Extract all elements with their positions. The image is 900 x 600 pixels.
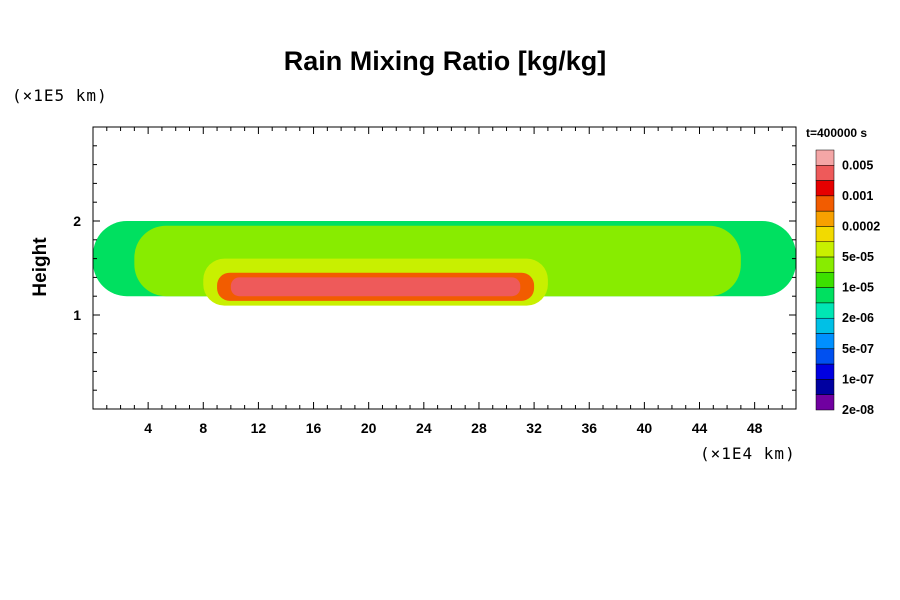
colorbar-swatch [815, 272, 835, 288]
x-tick-label: 48 [747, 420, 763, 436]
colorbar-label: 2e-06 [842, 311, 874, 325]
colorbar-swatch [815, 195, 835, 212]
colorbar-swatch [815, 287, 835, 304]
x-tick-label: 28 [471, 420, 487, 436]
colorbar-swatch [815, 317, 835, 334]
x-tick-label: 16 [306, 420, 322, 436]
colorbar-swatch [815, 226, 835, 243]
colorbar-label: 0.0002 [842, 219, 880, 233]
colorbar-label: 1e-05 [842, 281, 874, 295]
colorbar-swatch [815, 149, 835, 166]
x-tick-label: 24 [416, 420, 432, 436]
colorbar-label: 0.005 [842, 158, 873, 172]
colorbar-swatch [815, 180, 835, 197]
colorbar-swatch [815, 241, 835, 258]
x-tick-label: 32 [526, 420, 542, 436]
colorbar-swatch [815, 210, 835, 227]
chart-title: Rain Mixing Ratio [kg/kg] [283, 46, 607, 76]
x-tick-label: 40 [637, 420, 653, 436]
contour-region-4 [230, 277, 521, 297]
colorbar-label: 5e-05 [842, 250, 874, 264]
x-tick-label: 8 [199, 420, 207, 436]
colorbar-swatch [815, 379, 835, 395]
colorbar-label: 1e-07 [842, 372, 874, 386]
x-tick-label: 4 [144, 420, 152, 436]
x-tick-label: 20 [361, 420, 377, 436]
colorbar-swatch [815, 363, 835, 380]
colorbar-swatch [815, 348, 835, 365]
colorbar-swatch [815, 256, 835, 273]
time-label: t=400000 s [806, 126, 868, 140]
colorbar: 0.005 0.001 0.0002 5e-05 1e-05 2e-06 5e-07 1e-0… [815, 149, 880, 417]
y-tick-label: 2 [73, 213, 81, 229]
contour-field [93, 221, 796, 306]
colorbar-swatch [815, 394, 835, 411]
x-tick-label: 44 [692, 420, 708, 436]
x-tick-label: 36 [581, 420, 597, 436]
colorbar-swatch [815, 333, 835, 350]
colorbar-swatch [815, 302, 835, 319]
plot-frame [92, 126, 797, 410]
colorbar-swatch [815, 165, 835, 181]
x-axis-unit: (×1E4 km) [700, 444, 796, 463]
colorbar-label: 5e-07 [842, 342, 874, 356]
colorbar-label: 2e-08 [842, 403, 874, 417]
colorbar-label: 0.001 [842, 189, 873, 203]
y-axis-unit: (×1E5 km) [12, 86, 108, 105]
x-tick-label: 12 [251, 420, 267, 436]
y-tick-label: 1 [73, 307, 81, 323]
